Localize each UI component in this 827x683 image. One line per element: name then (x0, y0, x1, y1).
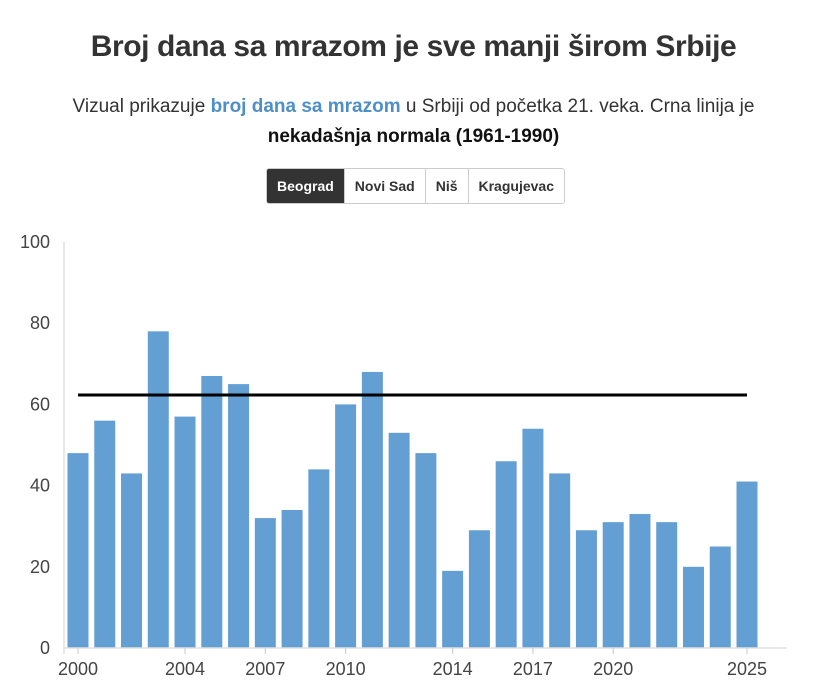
y-axis: 0 20 40 60 80 100 (20, 232, 65, 658)
x-tick-label: 2007 (245, 659, 285, 679)
bars (67, 331, 758, 649)
bar-2002[interactable] (121, 473, 143, 648)
y-tick-label: 0 (40, 638, 50, 658)
frost-days-bar-chart: 0 20 40 60 80 100 2000 2004 2007 2010 2014 2017 202… (20, 232, 787, 679)
bar-2009[interactable] (308, 469, 330, 648)
bar-2015[interactable] (468, 530, 490, 648)
x-tick-label: 2004 (165, 659, 205, 679)
bar-2025[interactable] (736, 481, 758, 648)
bar-2013[interactable] (415, 453, 437, 648)
chart-title: Broj dana sa mrazom je sve manji širom S… (90, 30, 737, 63)
y-tick-label: 40 (30, 476, 50, 496)
bar-2022[interactable] (656, 522, 678, 648)
x-axis: 2000 2004 2007 2010 2014 2017 2020 2025 (58, 647, 787, 679)
x-tick-label: 2025 (727, 659, 767, 679)
bar-2020[interactable] (602, 522, 624, 648)
bar-2014[interactable] (442, 570, 464, 648)
bar-2011[interactable] (361, 371, 383, 648)
x-tick-label: 2014 (433, 659, 473, 679)
y-tick-label: 20 (30, 557, 50, 577)
tab-kragujevac[interactable]: Kragujevac (467, 169, 564, 203)
bar-2005[interactable] (201, 375, 223, 648)
x-tick-label: 2000 (58, 659, 98, 679)
y-tick-label: 60 (30, 394, 50, 414)
bar-2017[interactable] (522, 428, 544, 648)
subtitle-text-1: Vizual prikazuje (72, 96, 211, 117)
tab-novi-sad[interactable]: Novi Sad (343, 169, 425, 203)
bar-2007[interactable] (254, 518, 276, 648)
x-tick-label: 2010 (326, 659, 366, 679)
subtitle-emphasis: nekadašnja normala (1961-1990) (267, 126, 560, 147)
bar-2019[interactable] (575, 530, 597, 648)
subtitle-text-2: u Srbiji od početka 21. veka. Crna linij… (400, 96, 755, 117)
bar-2010[interactable] (335, 404, 357, 648)
bar-2012[interactable] (388, 432, 410, 648)
city-tabs: Beograd Novi Sad Niš Kragujevac (266, 168, 565, 204)
tab-nis[interactable]: Niš (424, 169, 468, 203)
bar-2021[interactable] (629, 514, 651, 648)
bar-2000[interactable] (67, 453, 89, 648)
y-tick-label: 80 (30, 313, 50, 333)
subtitle-highlight: broj dana sa mrazom (210, 96, 401, 117)
x-tick-label: 2017 (513, 659, 553, 679)
chart-subtitle: Vizual prikazuje broj dana sa mrazom u S… (10, 92, 817, 152)
tab-beograd[interactable]: Beograd (267, 169, 344, 203)
bar-2004[interactable] (174, 416, 196, 648)
bar-2006[interactable] (228, 384, 250, 648)
bar-2008[interactable] (281, 509, 303, 648)
bar-2018[interactable] (549, 473, 571, 648)
bar-2003[interactable] (147, 331, 169, 648)
bar-2024[interactable] (709, 546, 731, 649)
x-tick-label: 2020 (593, 659, 633, 679)
bar-2001[interactable] (94, 420, 116, 648)
bar-2023[interactable] (682, 566, 704, 648)
bar-2016[interactable] (495, 461, 517, 648)
y-tick-label: 100 (20, 232, 50, 252)
